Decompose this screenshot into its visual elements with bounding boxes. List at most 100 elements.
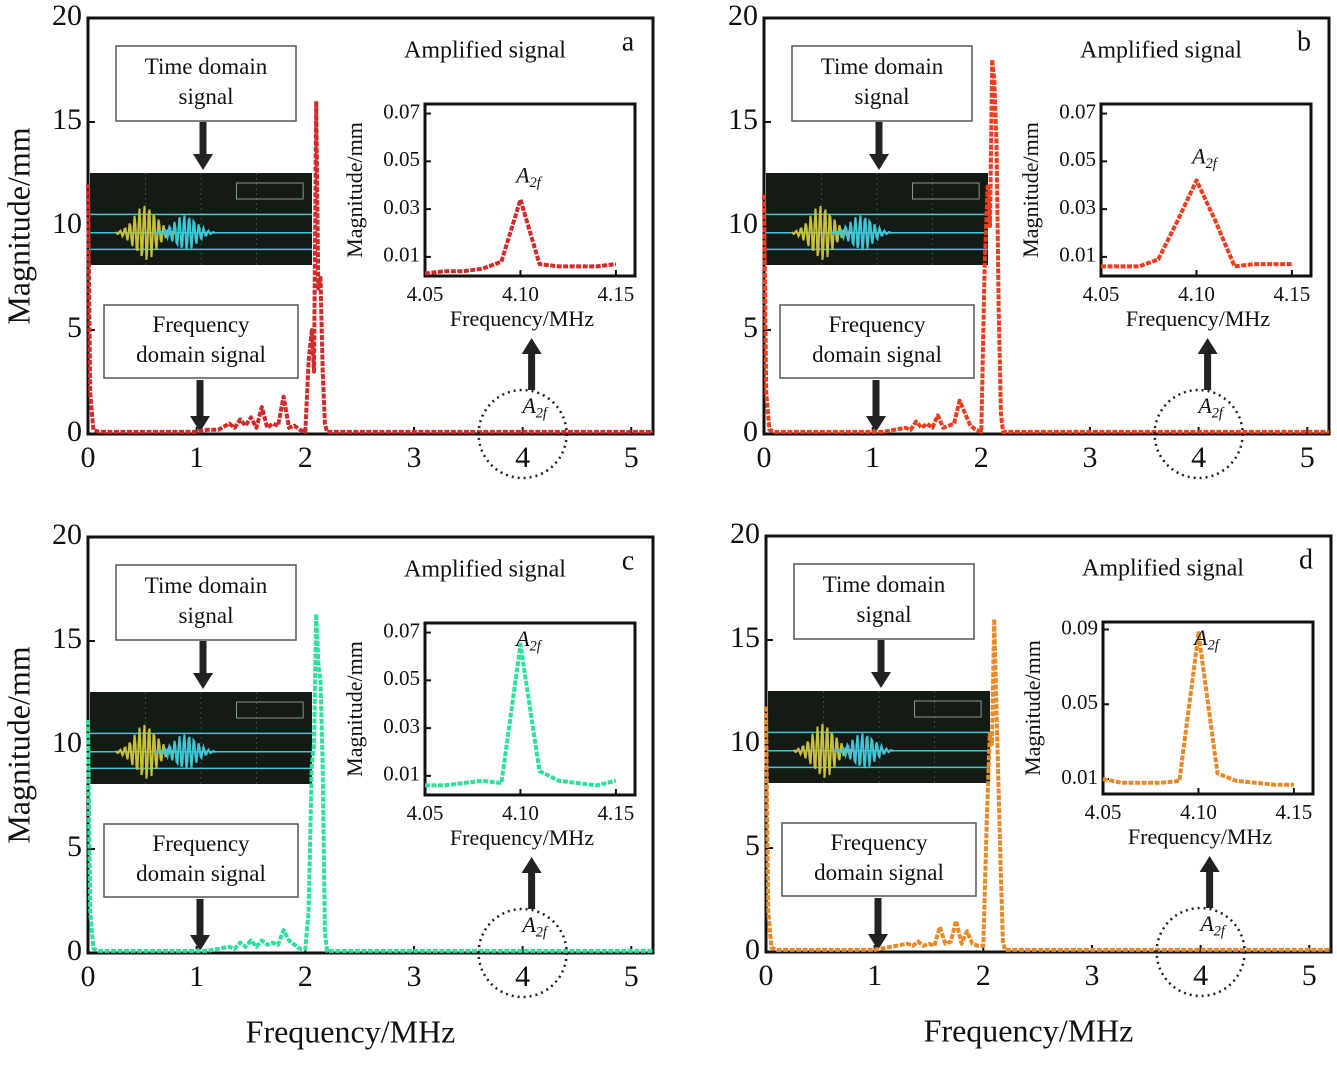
y-tick-label: 10 <box>52 207 82 240</box>
scope-wave <box>833 733 894 769</box>
marker-base: A <box>514 163 530 188</box>
x-tick-label: 5 <box>1300 441 1315 474</box>
time-domain-box <box>115 564 297 641</box>
x-tick-label: 0 <box>81 441 96 474</box>
marker-label: A2f <box>520 393 549 422</box>
panel-label: a <box>622 26 635 57</box>
arrow-head <box>1199 856 1220 872</box>
x-tick-label: 2 <box>974 441 989 474</box>
frequency-domain-text: Frequency <box>828 312 926 337</box>
arrow-head <box>866 416 886 432</box>
inset-y-tick-label: 0.03 <box>383 195 420 219</box>
x-tick-label: 5 <box>624 960 639 993</box>
arrow-head <box>1197 338 1218 354</box>
highlight-circle <box>477 907 568 999</box>
inset-x-tick-label: 4.15 <box>598 801 635 825</box>
y-tick-label: 5 <box>743 311 758 344</box>
y-tick-label: 0 <box>743 415 758 448</box>
x-tick-label: 2 <box>976 959 991 992</box>
y-tick-label: 10 <box>52 726 82 759</box>
inset-y-tick-label: 0.01 <box>1059 243 1096 267</box>
amplified-label: Amplified signal <box>1082 556 1244 582</box>
scope-wave <box>155 215 216 251</box>
marker-base: A <box>514 626 530 651</box>
y-tick-label: 20 <box>52 518 82 551</box>
inset-x-tick-label: 4.15 <box>598 282 635 306</box>
inset-y-tick-label: 0.01 <box>383 762 420 786</box>
marker-label: A2f <box>1192 625 1221 654</box>
scope-wave <box>790 205 853 260</box>
inset-y-axis-label: Magnitude/mm <box>342 122 367 258</box>
data-line <box>425 642 617 788</box>
inset-x-axis-label: Frequency/MHz <box>1126 306 1270 331</box>
marker-subscript: 2f <box>1206 156 1219 172</box>
panel: 0 5 10 15 20 0 1 2 3 4 5 Magnitude/mm a Time domain si… <box>0 0 655 480</box>
marker-base: A <box>1196 393 1212 418</box>
time-domain-text: signal <box>179 84 234 109</box>
inset-y-tick-label: 0.01 <box>1061 765 1098 789</box>
scope-wave <box>831 215 892 251</box>
inset-frame <box>1099 102 1313 278</box>
inset-x-tick-label: 4.10 <box>1180 800 1217 824</box>
frequency-domain-text: domain signal <box>814 860 944 885</box>
arrow-head <box>193 673 213 689</box>
y-tick-label: 15 <box>52 103 82 136</box>
y-tick-label: 15 <box>52 622 82 655</box>
inset-y-tick-label: 0.05 <box>383 666 420 690</box>
scope-panel <box>912 182 980 200</box>
inset-x-tick-label: 4.05 <box>1083 282 1120 306</box>
data-line <box>1102 631 1294 787</box>
frequency-domain-text: Frequency <box>830 830 928 855</box>
x-tick-label: 0 <box>757 441 772 474</box>
x-tick-label: 1 <box>189 441 204 474</box>
scope-wave <box>114 724 177 779</box>
amplified-label: Amplified signal <box>404 38 566 64</box>
inset-x-tick-label: 4.10 <box>502 282 539 306</box>
data-line <box>1101 178 1292 269</box>
data-line <box>424 197 617 276</box>
x-axis-label: Frequency/MHz <box>924 1012 1134 1048</box>
y-tick-label: 15 <box>730 621 760 654</box>
data-line <box>764 617 1331 952</box>
marker-label: A2f <box>514 163 543 192</box>
time-domain-text: Time domain <box>821 54 944 79</box>
time-domain-box <box>793 563 975 640</box>
amplified-label: Amplified signal <box>1080 38 1242 64</box>
inset-y-tick-label: 0.03 <box>383 714 420 738</box>
scope-wave <box>155 734 216 770</box>
inset-y-tick-label: 0.05 <box>383 147 420 171</box>
x-tick-label: 1 <box>867 959 882 992</box>
frequency-domain-text: Frequency <box>152 831 250 856</box>
marker-label: A2f <box>1196 393 1225 422</box>
y-tick-label: 10 <box>730 725 760 758</box>
x-tick-label: 4 <box>1193 959 1208 992</box>
panel-label: b <box>1297 26 1311 57</box>
x-tick-label: 2 <box>298 960 313 993</box>
highlight-circle <box>1155 906 1246 998</box>
x-tick-label: 3 <box>1082 441 1097 474</box>
marker-subscript: 2f <box>1214 924 1227 940</box>
marker-label: A2f <box>520 912 549 941</box>
scope-wave <box>114 205 177 260</box>
inset-x-axis-label: Frequency/MHz <box>450 825 594 850</box>
panel: 0 5 10 15 20 0 1 2 3 4 5 Magnitude/mm Frequency/MHz c… <box>0 518 655 1049</box>
marker-subscript: 2f <box>1212 406 1225 422</box>
frequency-domain-text: Frequency <box>152 312 250 337</box>
arrow-head <box>193 154 213 170</box>
marker-subscript: 2f <box>530 175 543 191</box>
x-tick-label: 1 <box>189 960 204 993</box>
inset-y-tick-label: 0.05 <box>1061 690 1098 714</box>
x-tick-label: 4 <box>1191 441 1206 474</box>
time-domain-box <box>791 45 973 122</box>
inset-x-axis-label: Frequency/MHz <box>1128 824 1272 849</box>
inset-x-tick-label: 4.15 <box>1274 282 1311 306</box>
x-tick-label: 3 <box>1084 959 1099 992</box>
inset-y-axis-label: Magnitude/mm <box>1018 122 1043 258</box>
frequency-domain-box <box>103 823 299 898</box>
x-tick-label: 5 <box>1302 959 1317 992</box>
inset-y-tick-label: 0.07 <box>383 618 420 642</box>
x-tick-label: 1 <box>865 441 880 474</box>
marker-base: A <box>1190 143 1206 168</box>
arrow-head <box>868 934 888 950</box>
